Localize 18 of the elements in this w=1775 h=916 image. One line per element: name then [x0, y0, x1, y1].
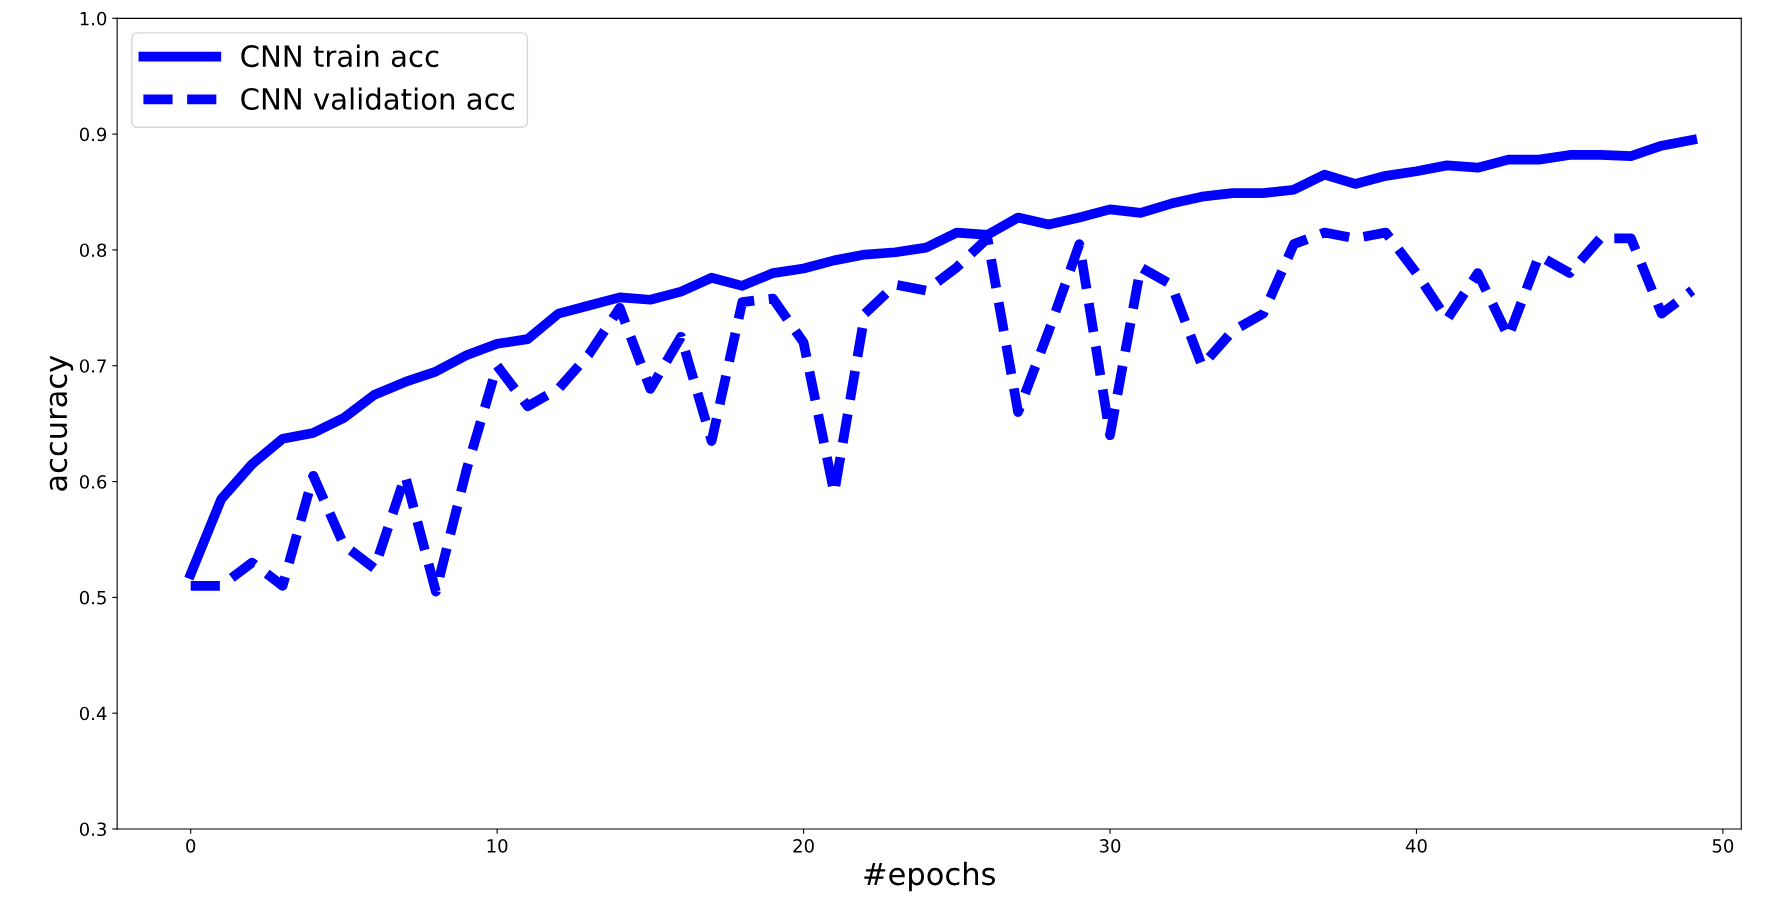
legend-label: CNN validation acc [241, 87, 514, 110]
y-tick-label: 0.6 [79, 475, 107, 489]
y-tick-label: 0.9 [79, 127, 107, 142]
x-tick-label: 40 [1405, 839, 1427, 853]
y-tick-label: 1.0 [80, 11, 107, 26]
y-axis-title: accuracy [49, 355, 74, 491]
y-tick-label: 0.8 [79, 243, 107, 258]
y-tick-label: 0.4 [79, 706, 107, 721]
x-tick-label: 50 [1712, 839, 1734, 853]
y-tick-label: 0.5 [79, 590, 106, 605]
y-tick-label: 0.7 [79, 359, 106, 373]
legend-label: CNN train acc [241, 44, 439, 68]
x-tick-label: 0 [186, 839, 196, 853]
x-tick-label: 30 [1099, 839, 1121, 853]
y-tick-label: 0.3 [79, 822, 106, 837]
x-tick-label: 10 [487, 839, 508, 853]
x-axis-title: #epochs [864, 861, 996, 892]
x-tick-label: 20 [793, 839, 814, 853]
